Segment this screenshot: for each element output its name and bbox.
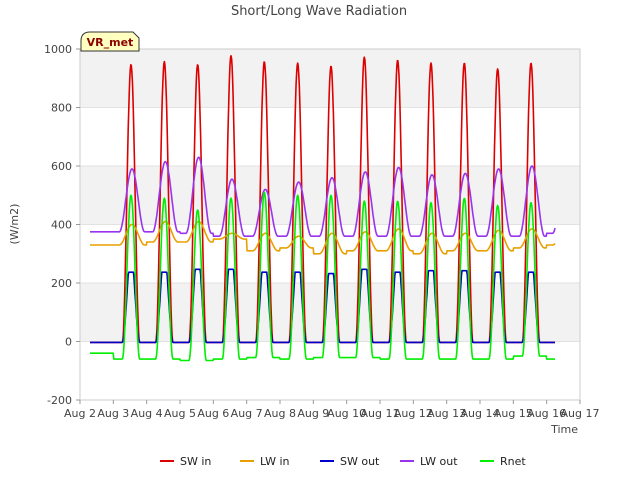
x-tick-label: Aug 2 bbox=[64, 407, 96, 420]
x-tick-label: Aug 11 bbox=[361, 407, 400, 420]
x-tick-label: Aug 9 bbox=[297, 407, 329, 420]
y-tick-label: 400 bbox=[51, 219, 72, 232]
x-axis-label: Time bbox=[550, 423, 578, 436]
x-tick-label: Aug 17 bbox=[561, 407, 600, 420]
legend-label: SW in bbox=[180, 455, 211, 468]
x-tick-label: Aug 3 bbox=[97, 407, 129, 420]
series-line-rnet bbox=[89, 191, 556, 362]
x-tick-label: Aug 8 bbox=[264, 407, 296, 420]
x-tick-label: Aug 10 bbox=[327, 407, 366, 420]
legend-item-rnet: Rnet bbox=[480, 455, 526, 468]
legend-label: SW out bbox=[340, 455, 380, 468]
x-tick-label: Aug 6 bbox=[197, 407, 229, 420]
station-label: VR_met bbox=[87, 36, 134, 49]
legend-item-lw-out: LW out bbox=[400, 455, 458, 468]
series-line-lw-out bbox=[89, 156, 556, 237]
x-tick-label: Aug 5 bbox=[164, 407, 196, 420]
grid-band bbox=[80, 283, 580, 342]
chart-title: Short/Long Wave Radiation bbox=[231, 4, 407, 19]
x-tick-label: Aug 4 bbox=[131, 407, 163, 420]
x-tick-label: Aug 7 bbox=[231, 407, 263, 420]
y-tick-label: 0 bbox=[65, 336, 72, 349]
grid-bands bbox=[80, 49, 580, 342]
x-tick-label: Aug 13 bbox=[427, 407, 466, 420]
legend-item-sw-in: SW in bbox=[160, 455, 211, 468]
y-tick-label: 800 bbox=[51, 102, 72, 115]
grid-band bbox=[80, 166, 580, 225]
x-axis-ticks: Aug 2 Aug 3 Aug 4 Aug 5 Aug 6 Aug 7 Aug 8 Aug 9… bbox=[64, 400, 599, 420]
x-tick-label: Aug 14 bbox=[461, 407, 500, 420]
x-tick-label: Aug 12 bbox=[394, 407, 433, 420]
y-tick-label: 600 bbox=[51, 160, 72, 173]
series-line-sw-out bbox=[89, 268, 556, 344]
y-axis-ticks: -200 0 200 400 600 800 1000 bbox=[44, 43, 80, 407]
y-tick-label: 1000 bbox=[44, 43, 72, 56]
legend-label: LW in bbox=[260, 455, 290, 468]
y-axis-label: (W/m2) bbox=[8, 204, 21, 245]
legend-item-lw-in: LW in bbox=[240, 455, 290, 468]
y-tick-label: 200 bbox=[51, 277, 72, 290]
legend-item-sw-out: SW out bbox=[320, 455, 380, 468]
y-tick-label: -200 bbox=[47, 394, 72, 407]
legend-label: Rnet bbox=[500, 455, 526, 468]
x-tick-label: Aug 15 bbox=[494, 407, 533, 420]
station-badge: VR_met bbox=[80, 31, 140, 52]
series-layer bbox=[89, 55, 556, 362]
series-line-lw-in bbox=[89, 220, 556, 255]
legend-label: LW out bbox=[420, 455, 458, 468]
legend: SW in LW in SW out LW out Rnet bbox=[160, 455, 526, 468]
x-tick-label: Aug 16 bbox=[527, 407, 566, 420]
